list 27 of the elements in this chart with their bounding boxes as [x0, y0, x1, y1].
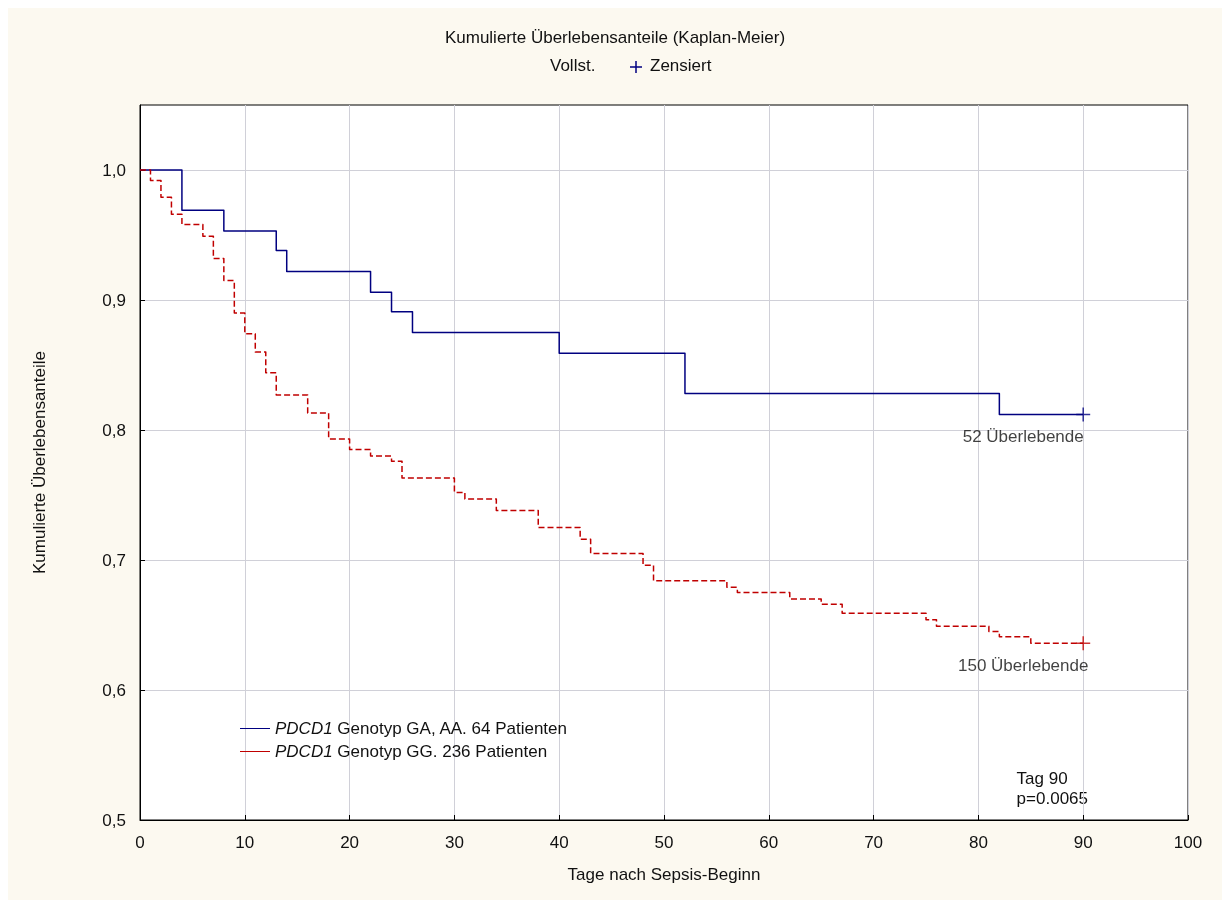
x-tick-label: 100 [1173, 833, 1203, 852]
x-tick-label: 70 [864, 833, 884, 852]
x-axis-title: Tage nach Sepsis-Beginn [567, 865, 761, 884]
x-tick-label: 80 [968, 833, 988, 852]
chart-title: Kumulierte Überlebensanteile (Kaplan-Meier) [444, 28, 786, 47]
text: Vollst. [550, 56, 596, 75]
y-tick-label: 0,5 [102, 810, 126, 830]
annotation: Tag 90 p=0.0065 [1016, 768, 1089, 808]
x-tick-label: 50 [654, 833, 674, 852]
x-tick-label: 90 [1073, 833, 1093, 852]
x-tick-label: 10 [235, 833, 255, 852]
y-tick-label: 0,9 [102, 290, 126, 310]
legend-label: PDCD1 Genotyp GA, AA. 64 Patienten [275, 719, 567, 738]
y-tick-label: 0,8 [102, 420, 126, 440]
x-tick-label: 40 [549, 833, 569, 852]
text: Zensiert [650, 56, 712, 75]
annotation: 150 Überlebende [957, 656, 1089, 676]
x-tick-label: 0 [135, 833, 145, 852]
x-tick-label: 30 [444, 833, 464, 852]
y-tick-label: 0,7 [102, 550, 126, 570]
y-axis-title: Kumulierte Überlebensanteile [30, 350, 49, 575]
y-tick-label: 1,0 [102, 160, 126, 180]
y-tick-label: 0,6 [102, 680, 126, 700]
annotation: 52 Überlebende [962, 427, 1084, 447]
x-tick-label: 60 [759, 833, 779, 852]
x-tick-label: 20 [340, 833, 360, 852]
legend-label: PDCD1 Genotyp GG. 236 Patienten [275, 742, 548, 761]
